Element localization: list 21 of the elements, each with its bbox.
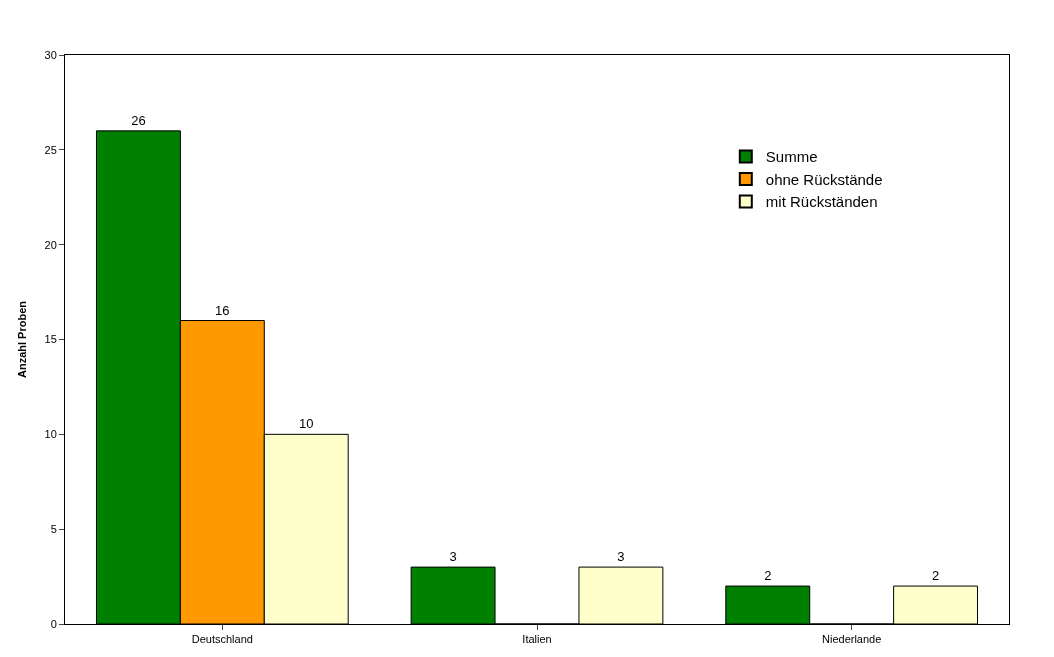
- legend-label: ohne Rückstände: [765, 170, 883, 188]
- y-tick-label: 5: [50, 523, 57, 536]
- data-label: 16: [215, 302, 230, 318]
- data-label: 26: [131, 112, 146, 128]
- y-tick-label: 25: [44, 143, 57, 156]
- data-label: 2: [764, 568, 772, 584]
- y-tick-label: 30: [44, 48, 57, 61]
- legend-label: mit Rückständen: [765, 193, 878, 211]
- legend-label: Summe: [765, 148, 818, 166]
- data-label: 10: [299, 416, 314, 432]
- data-label: 3: [449, 549, 457, 565]
- data-label: 3: [617, 549, 625, 565]
- y-tick-label: 10: [44, 428, 57, 441]
- data-label: 2: [931, 568, 940, 584]
- y-tick-label: 20: [44, 238, 57, 251]
- x-tick-label: Deutschland: [191, 633, 253, 646]
- x-tick-label: Italien: [522, 633, 552, 646]
- y-tick-label: 15: [44, 333, 57, 346]
- x-tick-label: Niederlande: [822, 633, 882, 646]
- y-axis-title: Anzahl Proben: [16, 300, 29, 379]
- y-tick-label: 0: [50, 617, 57, 630]
